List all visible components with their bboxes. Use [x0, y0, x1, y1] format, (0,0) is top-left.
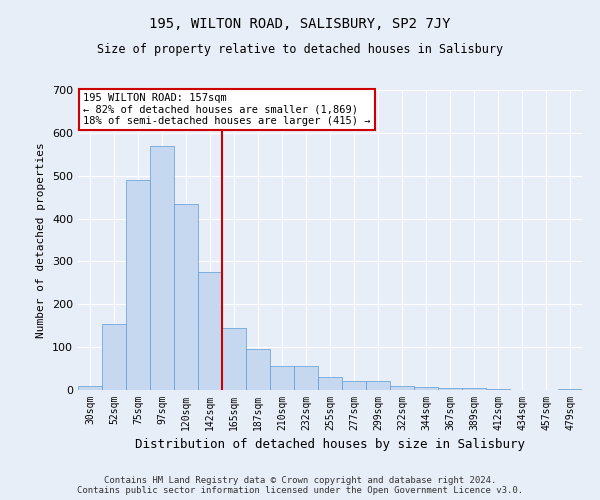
- Bar: [438, 388, 462, 390]
- Bar: [102, 324, 126, 390]
- Text: Contains HM Land Registry data © Crown copyright and database right 2024.
Contai: Contains HM Land Registry data © Crown c…: [77, 476, 523, 495]
- Bar: [390, 386, 414, 390]
- Text: 195 WILTON ROAD: 157sqm
← 82% of detached houses are smaller (1,869)
18% of semi: 195 WILTON ROAD: 157sqm ← 82% of detache…: [83, 93, 371, 126]
- Bar: [78, 386, 102, 390]
- Bar: [246, 350, 270, 390]
- Bar: [486, 388, 510, 390]
- Text: 195, WILTON ROAD, SALISBURY, SP2 7JY: 195, WILTON ROAD, SALISBURY, SP2 7JY: [149, 18, 451, 32]
- Bar: [198, 272, 222, 390]
- Bar: [462, 388, 486, 390]
- Bar: [342, 382, 366, 390]
- Bar: [558, 388, 582, 390]
- Bar: [294, 366, 318, 390]
- Bar: [366, 382, 390, 390]
- Y-axis label: Number of detached properties: Number of detached properties: [37, 142, 46, 338]
- Bar: [318, 377, 342, 390]
- X-axis label: Distribution of detached houses by size in Salisbury: Distribution of detached houses by size …: [135, 438, 525, 452]
- Text: Size of property relative to detached houses in Salisbury: Size of property relative to detached ho…: [97, 42, 503, 56]
- Bar: [222, 328, 246, 390]
- Bar: [126, 180, 150, 390]
- Bar: [414, 387, 438, 390]
- Bar: [150, 146, 174, 390]
- Bar: [174, 204, 198, 390]
- Bar: [270, 366, 294, 390]
